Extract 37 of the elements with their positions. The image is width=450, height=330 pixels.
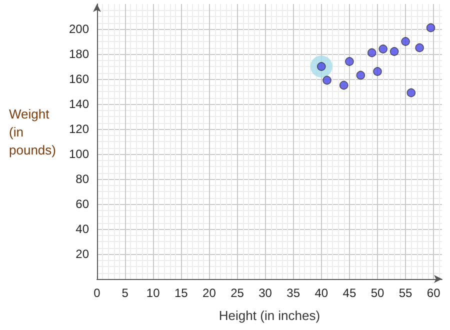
y-tick-label: 20 — [76, 247, 90, 261]
y-tick-label: 120 — [68, 122, 90, 136]
x-tick-label: 10 — [146, 286, 160, 300]
x-tick-label: 40 — [314, 286, 328, 300]
x-tick-label: 25 — [230, 286, 244, 300]
x-tick-label: 50 — [370, 286, 384, 300]
x-tick-label: 30 — [258, 286, 272, 300]
point — [406, 88, 416, 98]
x-tick-label: 20 — [202, 286, 216, 300]
point — [367, 48, 376, 58]
x-axis-title: Height (in inches) — [218, 308, 320, 323]
x-tick-label: 0 — [94, 286, 101, 300]
point — [322, 76, 332, 85]
point — [415, 43, 424, 52]
x-tick-label: 15 — [174, 286, 188, 300]
y-tick-label: 80 — [76, 172, 90, 186]
point — [390, 47, 399, 56]
x-tick-label: 60 — [426, 286, 441, 300]
y-tick-label: 180 — [68, 47, 90, 61]
y-tick-label: 60 — [76, 197, 90, 211]
point — [373, 67, 382, 76]
y-tick-label: 160 — [68, 72, 90, 86]
x-tick-label: 5 — [122, 286, 129, 300]
x-tick-label: 35 — [286, 286, 300, 300]
x-tick-label: 45 — [342, 286, 356, 300]
point — [378, 44, 388, 54]
y-tick-label: 40 — [76, 222, 90, 236]
y-tick-label: 100 — [68, 147, 90, 161]
y-tick-label: 140 — [68, 97, 90, 111]
y-tick-label: 200 — [68, 22, 90, 36]
y-axis-title: Weight (in pounds) — [9, 106, 56, 158]
point — [339, 80, 348, 90]
point — [426, 23, 436, 32]
point — [356, 70, 366, 80]
point — [345, 57, 354, 66]
x-tick-label: 55 — [398, 286, 413, 300]
point — [401, 37, 410, 46]
